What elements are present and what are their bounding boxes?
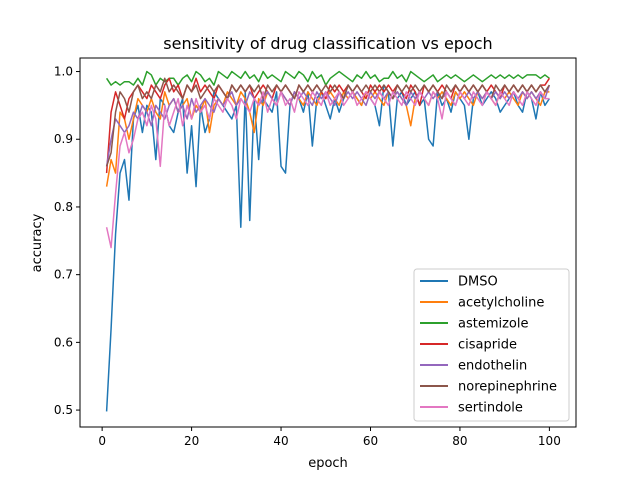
x-tick-label: 40	[273, 434, 288, 448]
y-tick-label: 0.7	[54, 268, 73, 282]
axis-ticks: 0 20 40 60 80 100 0.5 0.6 0.7 0.8 0.9 1.0	[54, 65, 561, 448]
chart-title: sensitivity of drug classification vs ep…	[163, 34, 492, 53]
y-axis-label: accuracy	[30, 213, 45, 272]
legend-label: norepinephrine	[458, 380, 557, 395]
legend-label: DMSO	[458, 275, 498, 290]
y-tick-label: 0.5	[54, 403, 73, 417]
x-tick-label: 80	[452, 434, 467, 448]
legend-box	[413, 268, 570, 422]
x-axis-label: epoch	[308, 456, 348, 471]
plot-frame	[79, 57, 577, 428]
y-tick-label: 0.8	[54, 200, 73, 214]
series-line-sertindole	[105, 91, 550, 249]
y-tick-label: 0.6	[54, 335, 73, 349]
x-tick-label: 60	[363, 434, 378, 448]
legend: DMSO acetylcholine astemizole cisapride endo…	[413, 268, 570, 422]
series-line-astemizole	[105, 70, 550, 86]
x-tick-label: 20	[184, 434, 199, 448]
y-tick-label: 0.9	[54, 132, 73, 146]
legend-label: acetylcholine	[458, 296, 544, 311]
series-line-norepinephrine	[105, 77, 551, 167]
x-tick-label: 0	[98, 434, 106, 448]
series-lines	[105, 70, 551, 412]
legend-label: sertindole	[458, 401, 523, 416]
y-tick-label: 1.0	[54, 65, 73, 79]
x-tick-label: 100	[538, 434, 561, 448]
legend-label: cisapride	[458, 338, 517, 353]
legend-label: endothelin	[458, 359, 527, 374]
legend-label: astemizole	[458, 317, 529, 332]
